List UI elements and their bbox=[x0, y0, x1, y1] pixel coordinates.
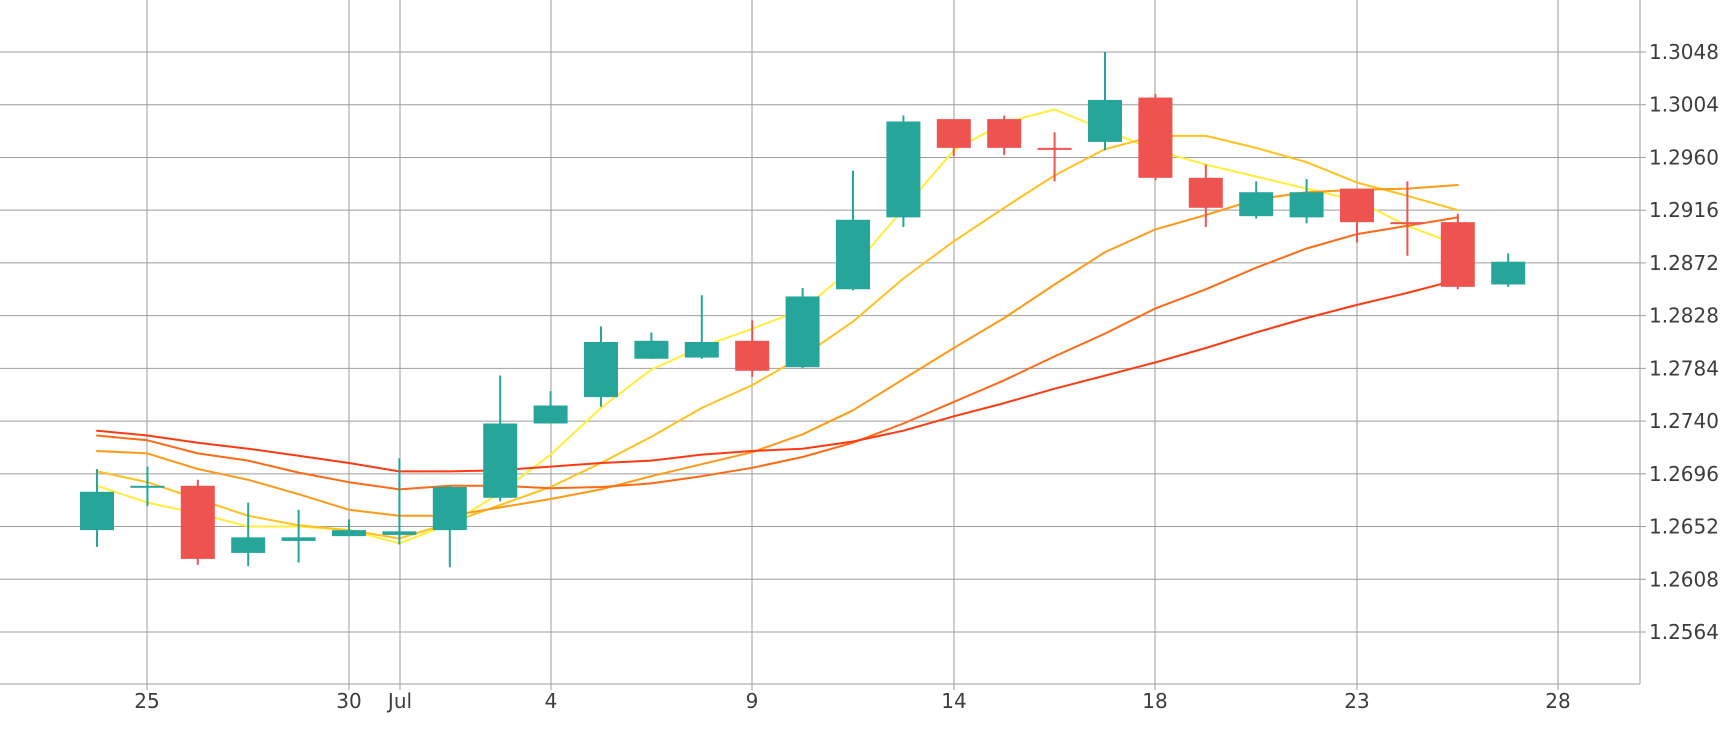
y-tick-label: 1.2916 bbox=[1649, 198, 1719, 222]
y-tick-label: 1.2784 bbox=[1649, 356, 1719, 380]
candle bbox=[382, 458, 417, 545]
candle-body bbox=[1491, 261, 1526, 285]
candle-body bbox=[1037, 147, 1072, 150]
candle-body bbox=[130, 485, 165, 488]
candle-body bbox=[1340, 188, 1374, 223]
candle bbox=[785, 288, 820, 369]
candle bbox=[281, 509, 316, 563]
candle-body bbox=[836, 219, 870, 290]
candle bbox=[886, 115, 921, 227]
candle-body bbox=[785, 296, 820, 368]
candle-body bbox=[1188, 177, 1223, 208]
moving-average-lines bbox=[96, 108, 1459, 545]
candle bbox=[332, 519, 366, 537]
y-tick-label: 1.2960 bbox=[1649, 145, 1719, 169]
candle-body bbox=[584, 342, 618, 398]
x-tick-label: 4 bbox=[545, 689, 558, 713]
candle-body bbox=[1289, 192, 1324, 218]
moving-average-line bbox=[96, 278, 1459, 473]
candle-body bbox=[886, 121, 921, 218]
moving-average-line bbox=[96, 184, 1459, 517]
candle-body bbox=[987, 119, 1022, 148]
candle bbox=[180, 479, 215, 565]
candle-body bbox=[735, 340, 770, 371]
axes bbox=[0, 0, 1641, 685]
candle bbox=[533, 391, 568, 424]
candle bbox=[432, 485, 467, 568]
candle bbox=[483, 375, 518, 502]
candle-body bbox=[533, 405, 568, 424]
candle bbox=[1088, 52, 1122, 151]
candle bbox=[684, 295, 719, 359]
candle-body bbox=[1088, 99, 1122, 142]
x-tick-label: 18 bbox=[1142, 689, 1167, 713]
x-tick-label: 30 bbox=[336, 689, 361, 713]
y-tick-label: 1.3004 bbox=[1649, 93, 1719, 117]
candle bbox=[1037, 132, 1072, 182]
candle bbox=[1390, 181, 1425, 256]
candle-body bbox=[432, 487, 467, 531]
candle bbox=[836, 170, 870, 291]
y-tick-label: 1.2696 bbox=[1649, 462, 1719, 486]
y-tick-labels: 1.3048 1.3004 1.2960 1.2916 1.2872 1.2828 1.27… bbox=[1649, 40, 1719, 644]
candle bbox=[936, 119, 971, 157]
x-tick-label: 28 bbox=[1545, 689, 1570, 713]
grid bbox=[0, 0, 1646, 690]
candle-body bbox=[382, 531, 417, 535]
candle-body bbox=[684, 342, 719, 358]
candle bbox=[1440, 213, 1475, 290]
candle-body bbox=[1138, 97, 1173, 178]
y-tick-label: 1.2740 bbox=[1649, 409, 1719, 433]
candle-body bbox=[1239, 192, 1274, 217]
x-tick-label: 25 bbox=[134, 689, 159, 713]
candle bbox=[584, 326, 618, 407]
candle-body bbox=[1440, 222, 1475, 287]
y-tick-label: 1.2828 bbox=[1649, 304, 1719, 328]
candle-body bbox=[281, 537, 316, 541]
candle-body bbox=[332, 530, 366, 537]
candle-body bbox=[80, 491, 114, 531]
y-tick-label: 1.2652 bbox=[1649, 515, 1719, 539]
candle bbox=[1340, 188, 1374, 243]
candle bbox=[130, 466, 165, 507]
candle bbox=[1289, 179, 1324, 224]
moving-average-line bbox=[96, 108, 1459, 545]
x-tick-label: Jul bbox=[386, 689, 412, 713]
candle-body bbox=[1390, 222, 1425, 225]
candle-body bbox=[180, 485, 215, 559]
candle-body bbox=[634, 340, 669, 359]
candle bbox=[987, 115, 1022, 156]
y-tick-label: 1.3048 bbox=[1649, 40, 1719, 64]
moving-average-line bbox=[96, 216, 1459, 491]
x-tick-label: 9 bbox=[746, 689, 759, 713]
candle bbox=[231, 502, 266, 567]
candle bbox=[634, 332, 669, 359]
candle-body bbox=[936, 119, 971, 148]
y-tick-label: 1.2872 bbox=[1649, 251, 1719, 275]
x-tick-label: 14 bbox=[941, 689, 966, 713]
candles bbox=[80, 52, 1526, 568]
candle bbox=[1138, 93, 1173, 181]
moving-average-line bbox=[96, 134, 1459, 540]
candle bbox=[735, 320, 770, 377]
x-tick-labels: 25 30 Jul 4 9 14 18 23 28 bbox=[134, 689, 1570, 713]
y-tick-label: 1.2564 bbox=[1649, 620, 1719, 644]
x-tick-label: 23 bbox=[1344, 689, 1369, 713]
candle bbox=[1188, 164, 1223, 227]
candle bbox=[1239, 181, 1274, 219]
candle bbox=[80, 469, 114, 547]
candle-body bbox=[231, 537, 266, 553]
candle-body bbox=[483, 423, 518, 498]
y-tick-label: 1.2608 bbox=[1649, 567, 1719, 591]
candle bbox=[1491, 253, 1526, 287]
